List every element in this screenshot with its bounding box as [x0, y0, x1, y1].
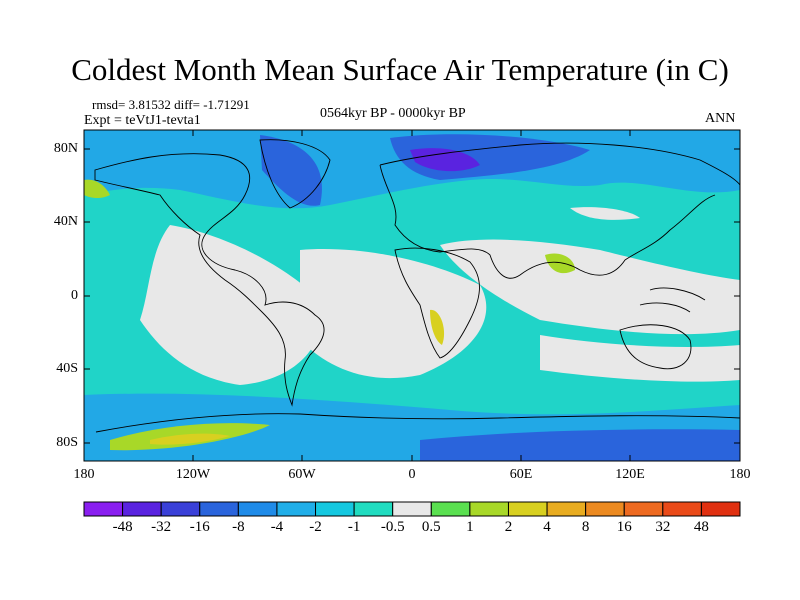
eurasia-coast: [379, 142, 740, 279]
africa-coast: [394, 247, 480, 359]
colorbar-label-4: -4: [270, 519, 284, 535]
lon-tick-180-right: 180: [729, 467, 751, 482]
period-text: 0564kyr BP - 0000kyr BP: [320, 106, 466, 121]
lon-tick-60e: 60E: [509, 467, 533, 482]
colorbar-label-15: 48: [693, 519, 709, 535]
lat-tick-80n: 80N: [53, 141, 78, 156]
colorbar-label-1: -32: [151, 519, 172, 535]
pacific-neutral-zone: [140, 225, 322, 385]
arctic-purple-zone: [410, 148, 480, 172]
colorbar-label-7: -0.5: [380, 519, 405, 535]
lat-tick-40n: 40N: [53, 214, 78, 229]
antarctica-coast: [95, 413, 740, 433]
colorbar-label-8: 0.5: [421, 519, 441, 535]
experiment-text: Expt = teVtJ1-tevta1: [84, 113, 201, 128]
southern-indian-neutral-zone: [540, 335, 740, 382]
colorbar-label-2: -16: [189, 519, 210, 535]
colorbar-label-13: 16: [616, 519, 632, 535]
central-asia-neutral-patch: [570, 207, 640, 220]
atlantic-neutral-zone: [300, 249, 487, 379]
colorbar-label-14: 32: [655, 519, 671, 535]
antarctic-cold-zone: [420, 429, 740, 461]
australia-coast: [619, 324, 692, 370]
lon-tick-120w: 120W: [175, 467, 211, 482]
lat-tick-40s: 40S: [56, 361, 78, 376]
lon-tick-60w: 60W: [288, 467, 316, 482]
rmsd-diff-text: rmsd= 3.81532 diff= -1.71291: [92, 97, 250, 112]
map-field: [84, 130, 740, 461]
alaska-warm-patch: [84, 179, 110, 199]
coastlines: [94, 139, 740, 433]
figure-title: Coldest Month Mean Surface Air Temperatu…: [71, 52, 729, 87]
lon-tick-180-left: 180: [73, 467, 95, 482]
greenland-dark-zone: [260, 135, 322, 206]
lat-tick-80s: 80S: [56, 435, 78, 450]
asia-warm-patch: [545, 253, 575, 274]
lon-tick-0: 0: [408, 467, 416, 482]
season-text: ANN: [705, 111, 736, 126]
antarctic-warmer-zone: [150, 433, 230, 445]
colorbar-label-5: -2: [309, 519, 322, 535]
africa-warm-patch: [430, 309, 445, 345]
indian-neutral-zone: [440, 239, 740, 335]
colorbar-label-3: -8: [232, 519, 245, 535]
americas-coast: [94, 153, 325, 407]
colorbar-label-6: -1: [347, 519, 361, 535]
lat-tick-0: 0: [71, 288, 78, 303]
axis-ticks: [83, 130, 741, 461]
lon-tick-120e: 120E: [615, 467, 645, 482]
colorbar-label-12: 8: [581, 519, 590, 535]
colorbar-label-11: 4: [543, 519, 551, 535]
greenland-coast: [259, 139, 331, 209]
colorbar-label-0: -48: [112, 519, 133, 535]
colorbar-label-9: 1: [466, 519, 474, 535]
indonesia-coast: [639, 287, 706, 313]
colorbar-label-10: 2: [504, 519, 513, 535]
